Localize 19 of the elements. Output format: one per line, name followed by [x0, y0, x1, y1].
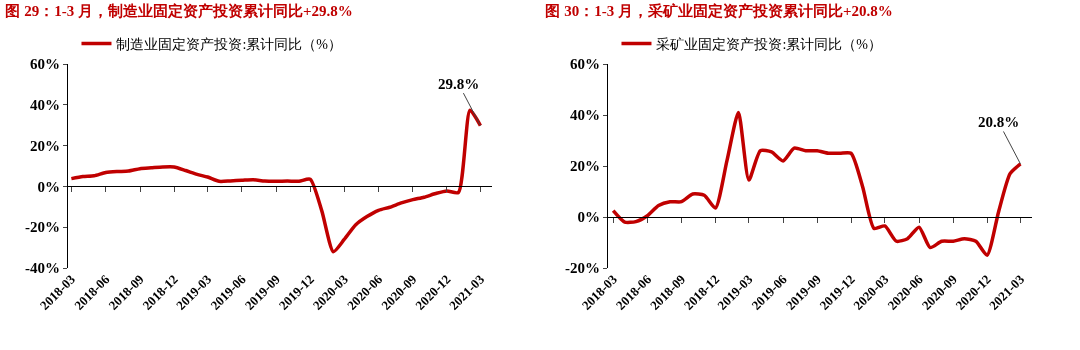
y-tick-label: -20% — [565, 260, 600, 277]
y-tick-label: -40% — [25, 260, 60, 277]
y-tick-label: 20% — [30, 137, 60, 154]
y-tick-label: 0% — [577, 209, 600, 226]
y-tick-label: 40% — [570, 107, 600, 124]
chart-title: 图 30：1-3 月，采矿业固定资产投资累计同比+20.8% — [545, 1, 893, 19]
annotation: 20.8% — [978, 114, 1020, 130]
y-tick-label: -20% — [25, 219, 60, 236]
legend-label: 制造业固定资产投资:累计同比（%） — [116, 36, 343, 52]
y-tick-label: 40% — [30, 97, 60, 114]
line-series — [69, 108, 483, 254]
y-tick-label: 60% — [30, 56, 60, 73]
y-tick-label: 20% — [570, 158, 600, 175]
y-tick-label: 60% — [570, 56, 600, 73]
annotation: 29.8% — [438, 76, 480, 92]
legend-label: 采矿业固定资产投资:累计同比（%） — [656, 36, 883, 52]
chart-title: 图 29：1-3 月，制造业固定资产投资累计同比+29.8% — [5, 1, 353, 19]
line-series — [611, 110, 1023, 257]
y-tick-label: 0% — [37, 178, 60, 195]
